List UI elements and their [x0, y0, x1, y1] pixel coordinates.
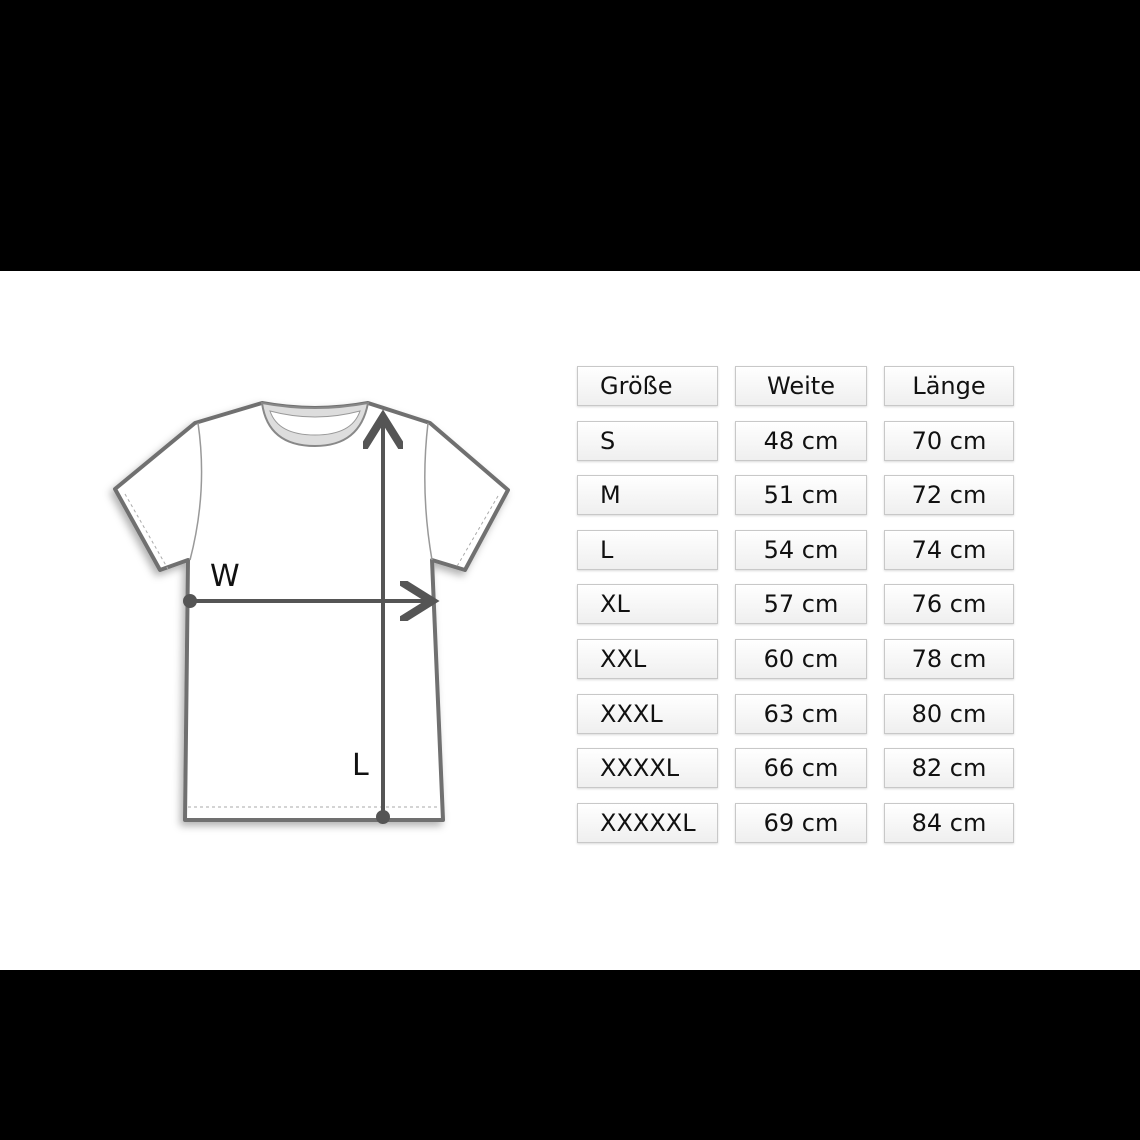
length-cell: 76 cm	[884, 584, 1014, 625]
length-arrow-start-dot	[376, 810, 390, 824]
size-cell: M	[577, 475, 718, 516]
length-cell: 72 cm	[884, 475, 1014, 516]
header-length: Länge	[884, 366, 1014, 406]
width-cell: 48 cm	[735, 420, 867, 461]
length-label: L	[352, 748, 369, 783]
table-row: M 51 cm 72 cm	[577, 475, 1014, 517]
width-cell: 66 cm	[735, 748, 867, 789]
table-row: L 54 cm 74 cm	[577, 529, 1014, 572]
width-cell: 60 cm	[735, 638, 867, 679]
width-cell: 69 cm	[735, 802, 867, 843]
width-label: W	[210, 559, 240, 594]
size-cell: XXXL	[577, 693, 718, 734]
tshirt-diagram	[113, 401, 510, 824]
length-cell: 78 cm	[884, 638, 1014, 679]
size-cell: XXXXXL	[577, 802, 718, 843]
length-cell: 70 cm	[884, 420, 1014, 461]
length-cell: 84 cm	[884, 802, 1014, 843]
length-cell: 74 cm	[884, 529, 1014, 570]
length-cell: 80 cm	[884, 693, 1014, 734]
width-cell: 51 cm	[735, 475, 867, 516]
size-table: Größe Weite Länge S 48 cm 70 cm M 51 cm 72 cm…	[577, 366, 1014, 857]
width-cell: 63 cm	[735, 693, 867, 734]
table-row: S 48 cm 70 cm	[577, 420, 1014, 463]
size-cell: XL	[577, 584, 718, 625]
size-cell: XXXXL	[577, 748, 718, 789]
length-cell: 82 cm	[884, 748, 1014, 789]
table-row: XXL 60 cm 78 cm	[577, 638, 1014, 681]
size-chart-panel: W L Größe Weite Länge S 48 cm 70 cm M 51 cm 7…	[0, 271, 1140, 970]
header-size: Größe	[577, 366, 718, 406]
table-row: XXXXL 66 cm 82 cm	[577, 748, 1014, 790]
table-row: XXXL 63 cm 80 cm	[577, 693, 1014, 736]
table-row: XL 57 cm 76 cm	[577, 584, 1014, 626]
width-arrow-start-dot	[183, 594, 197, 608]
size-cell: XXL	[577, 638, 718, 679]
size-cell: S	[577, 420, 718, 461]
table-row: XXXXXL 69 cm 84 cm	[577, 802, 1014, 845]
width-cell: 57 cm	[735, 584, 867, 625]
size-cell: L	[577, 529, 718, 570]
table-header-row: Größe Weite Länge	[577, 366, 1014, 408]
width-cell: 54 cm	[735, 529, 867, 570]
header-width: Weite	[735, 366, 867, 406]
tshirt-outline	[113, 401, 510, 822]
